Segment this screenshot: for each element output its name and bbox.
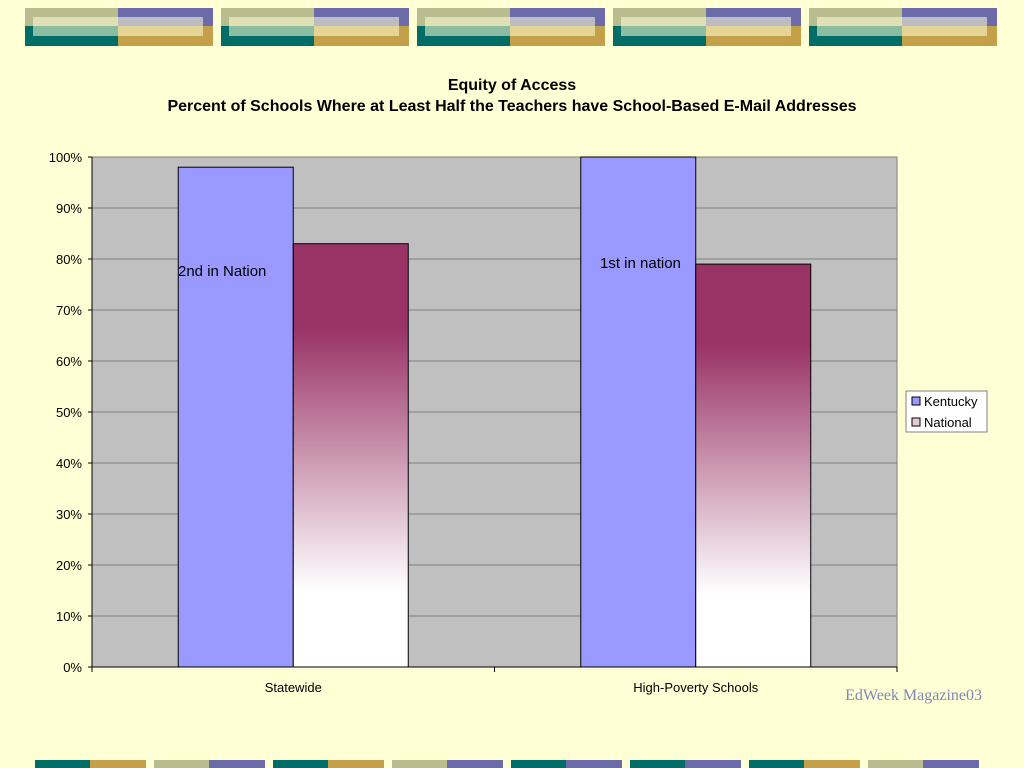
- deco-block: [33, 17, 203, 36]
- deco-block: [817, 17, 987, 36]
- y-tick-label: 70%: [56, 303, 82, 318]
- chart-subtitle: Percent of Schools Where at Least Half t…: [167, 98, 856, 115]
- y-tick-label: 60%: [56, 354, 82, 369]
- annotation-statewide: 2nd in Nation: [178, 263, 266, 280]
- x-tick-label: Statewide: [265, 680, 322, 695]
- y-tick-label: 80%: [56, 252, 82, 267]
- bar-national-statewide: [292, 243, 409, 668]
- x-tick-label: High-Poverty Schools: [633, 680, 758, 695]
- legend-swatch-national: [911, 417, 921, 427]
- legend: Kentucky National: [905, 390, 988, 433]
- deco-block: [923, 760, 979, 768]
- deco-block: [804, 760, 860, 768]
- legend-label-national: National: [924, 415, 972, 430]
- y-tick-label: 40%: [56, 456, 82, 471]
- y-tick-label: 90%: [56, 201, 82, 216]
- deco-block: [685, 760, 741, 768]
- deco-block: [447, 760, 503, 768]
- bar-kentucky-high-poverty-schools: [580, 156, 697, 668]
- bar-national-high-poverty-schools: [695, 263, 812, 668]
- top-decoration: [25, 8, 997, 46]
- annotation-high-poverty: 1st in nation: [600, 255, 681, 272]
- deco-block: [749, 760, 804, 768]
- deco-block: [566, 760, 622, 768]
- chart-title: Equity of Access: [448, 77, 576, 94]
- bars: [177, 156, 812, 668]
- plot-area: 0% 10% 20% 30% 40% 50% 60% 70% 80% 90% 100% Statew…: [49, 150, 898, 695]
- deco-block: [621, 17, 791, 36]
- deco-block: [328, 760, 384, 768]
- bottom-decoration: [35, 760, 979, 768]
- y-tick-label: 100%: [49, 150, 83, 165]
- deco-block: [35, 760, 90, 768]
- deco-block: [209, 760, 265, 768]
- deco-block: [273, 760, 328, 768]
- deco-block: [868, 760, 923, 768]
- deco-block: [630, 760, 685, 768]
- bar-kentucky-statewide: [177, 166, 294, 668]
- x-axis: Statewide High-Poverty Schools: [91, 666, 898, 695]
- deco-block: [229, 17, 399, 36]
- deco-block: [154, 760, 209, 768]
- legend-swatch-kentucky: [911, 396, 921, 406]
- y-tick-label: 10%: [56, 609, 82, 624]
- y-tick-label: 50%: [56, 405, 82, 420]
- y-tick-label: 30%: [56, 507, 82, 522]
- deco-block: [90, 760, 146, 768]
- deco-block: [392, 760, 447, 768]
- deco-block: [511, 760, 566, 768]
- deco-block: [425, 17, 595, 36]
- y-axis: 0% 10% 20% 30% 40% 50% 60% 70% 80% 90% 100%: [49, 150, 93, 675]
- credit-text: EdWeek Magazine03: [845, 687, 982, 704]
- legend-label-kentucky: Kentucky: [924, 394, 978, 409]
- y-tick-label: 20%: [56, 558, 82, 573]
- y-tick-label: 0%: [63, 660, 82, 675]
